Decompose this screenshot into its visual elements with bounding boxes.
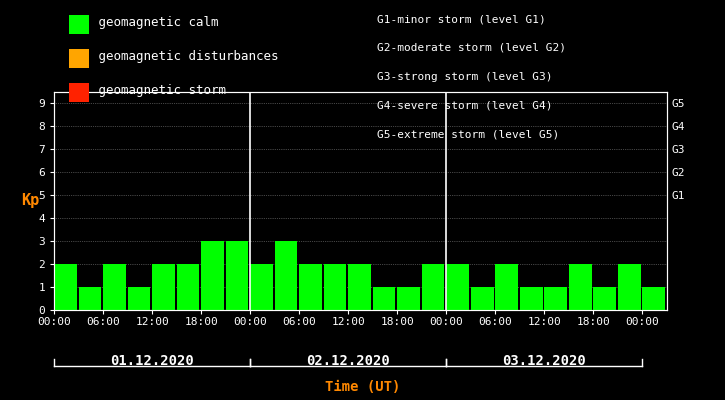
Bar xyxy=(250,264,273,310)
Bar xyxy=(447,264,469,310)
Bar xyxy=(569,264,592,310)
Text: 01.12.2020: 01.12.2020 xyxy=(110,354,194,368)
Bar xyxy=(275,241,297,310)
Text: geomagnetic disturbances: geomagnetic disturbances xyxy=(91,50,278,63)
Text: G3-strong storm (level G3): G3-strong storm (level G3) xyxy=(377,72,552,82)
Text: G2-moderate storm (level G2): G2-moderate storm (level G2) xyxy=(377,43,566,53)
Bar xyxy=(299,264,322,310)
Text: G5-extreme storm (level G5): G5-extreme storm (level G5) xyxy=(377,129,559,139)
Text: 03.12.2020: 03.12.2020 xyxy=(502,354,587,368)
Text: G4-severe storm (level G4): G4-severe storm (level G4) xyxy=(377,100,552,110)
Bar xyxy=(324,264,347,310)
Bar xyxy=(471,287,494,310)
Bar xyxy=(618,264,640,310)
Bar xyxy=(520,287,542,310)
Bar xyxy=(349,264,371,310)
Bar xyxy=(594,287,616,310)
Text: 02.12.2020: 02.12.2020 xyxy=(307,354,390,368)
Bar xyxy=(397,287,420,310)
Bar xyxy=(54,264,77,310)
Text: geomagnetic calm: geomagnetic calm xyxy=(91,16,218,29)
Text: Time (UT): Time (UT) xyxy=(325,380,400,394)
Bar xyxy=(128,287,150,310)
Bar xyxy=(642,287,665,310)
Bar xyxy=(544,287,567,310)
Text: geomagnetic storm: geomagnetic storm xyxy=(91,84,225,97)
Bar xyxy=(152,264,175,310)
Bar xyxy=(177,264,199,310)
Bar xyxy=(422,264,444,310)
Bar xyxy=(226,241,249,310)
Bar xyxy=(495,264,518,310)
Bar xyxy=(104,264,126,310)
Text: G1-minor storm (level G1): G1-minor storm (level G1) xyxy=(377,14,546,24)
Bar xyxy=(373,287,395,310)
Bar xyxy=(202,241,224,310)
Bar xyxy=(79,287,102,310)
Y-axis label: Kp: Kp xyxy=(21,194,39,208)
